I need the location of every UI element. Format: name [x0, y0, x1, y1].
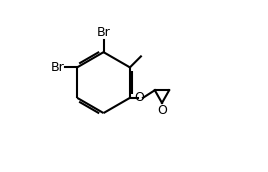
Text: O: O	[134, 91, 144, 104]
Text: O: O	[157, 104, 167, 117]
Text: Br: Br	[51, 61, 65, 74]
Text: Br: Br	[97, 26, 110, 39]
